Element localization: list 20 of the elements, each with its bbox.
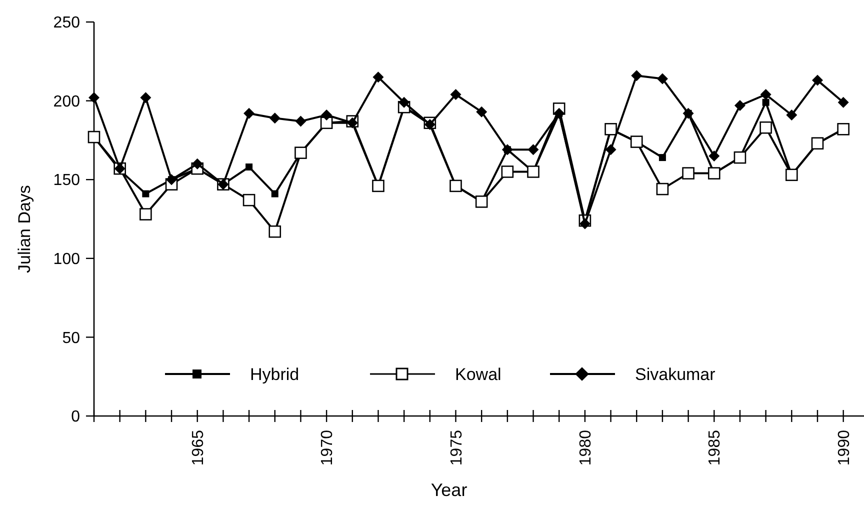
y-tick-label: 200 (53, 93, 80, 110)
legend-label: Kowal (455, 364, 502, 384)
y-tick-label: 150 (53, 172, 80, 190)
x-tick-label: 1975 (448, 430, 466, 466)
y-axis-title: Julian Days (15, 185, 34, 273)
legend-key: Hybrid (164, 364, 300, 384)
x-axis-title: Year (430, 480, 468, 500)
x-tick-label: 1970 (319, 430, 336, 466)
legend-label: Sivakumar (635, 364, 716, 384)
x-tick-label: 1985 (706, 430, 724, 466)
legend-key: Kowal (369, 364, 502, 384)
x-tick-label: 1990 (836, 430, 853, 466)
x-tick-label: 1980 (578, 430, 595, 466)
legend-label: Hybrid (250, 364, 300, 384)
legend-key: Sivakumar (549, 364, 716, 384)
x-tick-label: 1965 (190, 430, 207, 466)
y-tick-label: 0 (71, 408, 80, 426)
y-tick-label: 250 (53, 14, 80, 32)
y-tick-label: 100 (53, 251, 80, 268)
y-tick-label: 50 (62, 330, 80, 347)
